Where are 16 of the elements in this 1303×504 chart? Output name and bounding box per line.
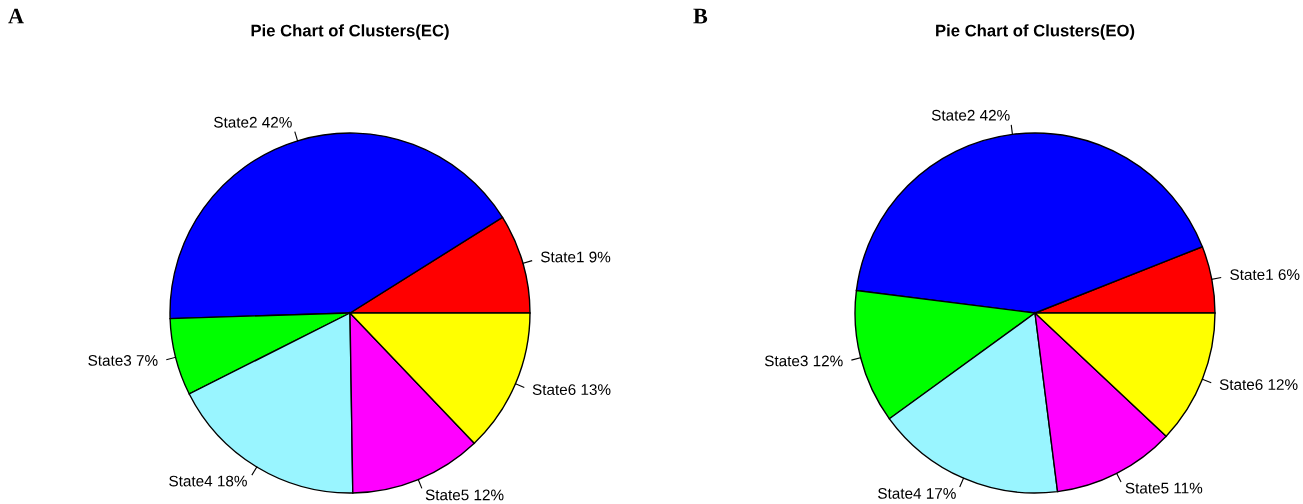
text: B [693, 8, 708, 24]
slice-label: State3 12% [764, 355, 843, 367]
slice-label: State2 42% [214, 116, 292, 128]
slice-label: State4 18% [169, 475, 247, 487]
slice-label: State5 11% [1125, 482, 1203, 494]
slice-label: State1 6% [1230, 269, 1300, 280]
chart-title: Pie Chart of Clusters(EC) [251, 24, 449, 40]
text: A [8, 8, 24, 24]
slice-label: State4 17% [878, 488, 956, 499]
slice-label: State1 9% [540, 251, 611, 263]
slice-label: State3 7% [88, 355, 158, 366]
slice-label: State6 12% [1219, 379, 1298, 390]
slice-label: State5 12% [425, 489, 504, 501]
slice-label: State6 13% [532, 384, 611, 395]
chart-title: Pie Chart of Clusters(EO) [936, 24, 1135, 40]
slice-label: State2 42% [931, 109, 1010, 121]
